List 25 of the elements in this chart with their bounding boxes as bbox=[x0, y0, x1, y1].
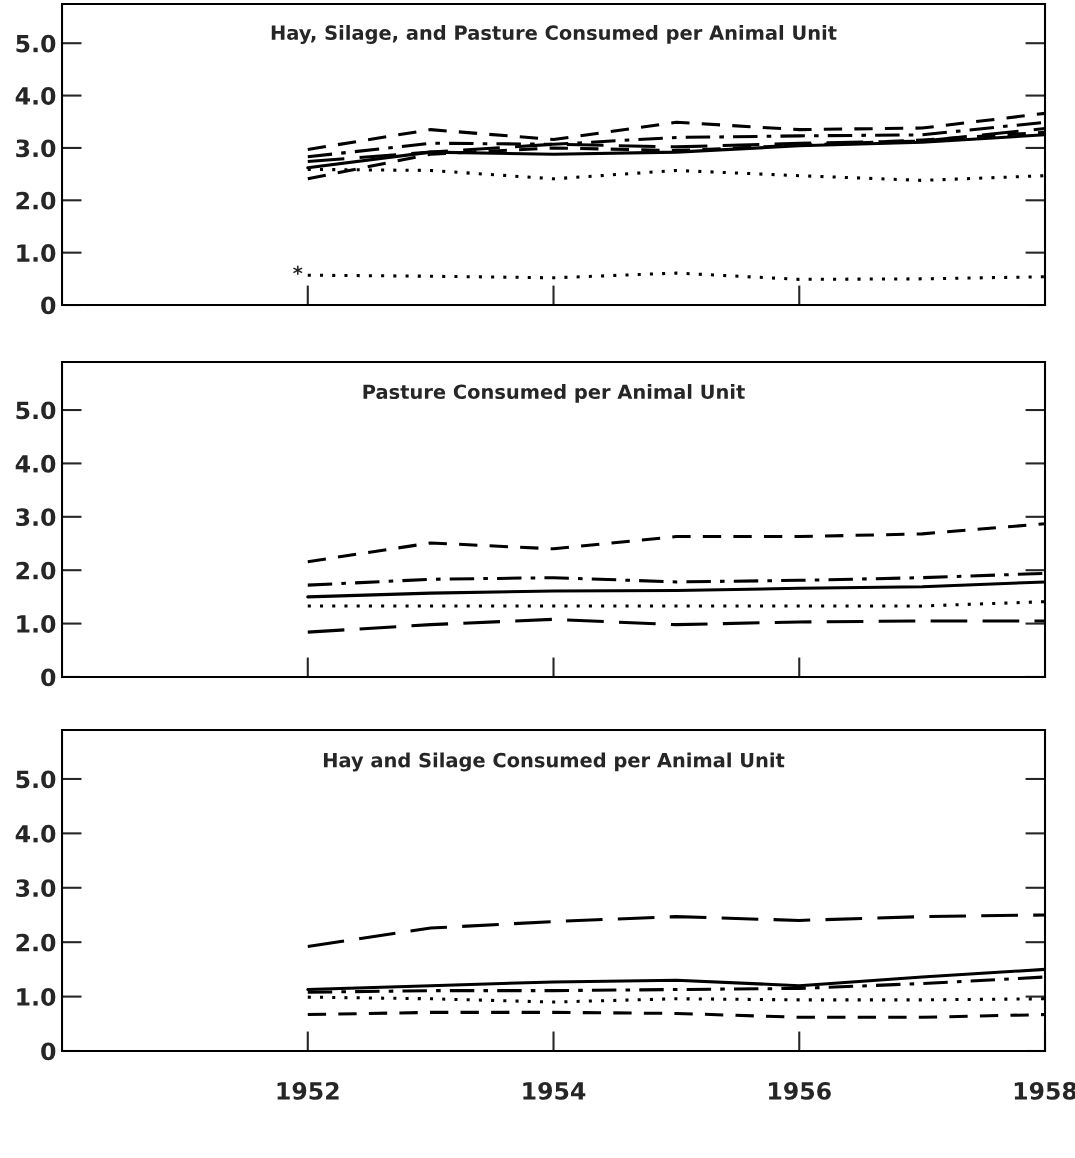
y-tick-label: 0 bbox=[41, 668, 56, 687]
y-tick-label: 5.0 bbox=[16, 770, 56, 789]
y-tick-label: 2.0 bbox=[16, 561, 56, 580]
y-tick-label: 2.0 bbox=[16, 191, 56, 210]
y-tick-label: 3.0 bbox=[16, 139, 56, 158]
y-tick-label: 5.0 bbox=[16, 401, 56, 420]
y-tick-label: 1.0 bbox=[17, 988, 56, 1006]
text: Pasture Consumed per Animal Unit bbox=[363, 384, 745, 403]
text: Hay, Silage, and Pasture Consumed per Animal Unit bbox=[271, 25, 837, 44]
y-tick-label: 4.0 bbox=[15, 824, 56, 843]
x-tick-label: 1956 bbox=[769, 1082, 831, 1100]
text: Hay and Silage Consumed per Animal Unit bbox=[323, 752, 785, 772]
x-tick-label: 1952 bbox=[277, 1081, 339, 1100]
annotation: * bbox=[293, 265, 303, 275]
y-tick-label: 3.0 bbox=[16, 508, 56, 527]
x-tick-label: 1954 bbox=[523, 1082, 586, 1100]
y-tick-label: 0 bbox=[41, 1042, 56, 1061]
y-tick-label: 1.0 bbox=[17, 244, 56, 262]
y-tick-label: 4.0 bbox=[15, 454, 56, 473]
y-tick-label: 2.0 bbox=[16, 933, 56, 952]
y-tick-label: 5.0 bbox=[16, 34, 56, 53]
y-tick-label: 0 bbox=[41, 296, 56, 315]
y-tick-label: 4.0 bbox=[15, 87, 56, 105]
y-tick-label: 1.0 bbox=[17, 615, 56, 633]
y-tick-label: 3.0 bbox=[16, 879, 56, 898]
